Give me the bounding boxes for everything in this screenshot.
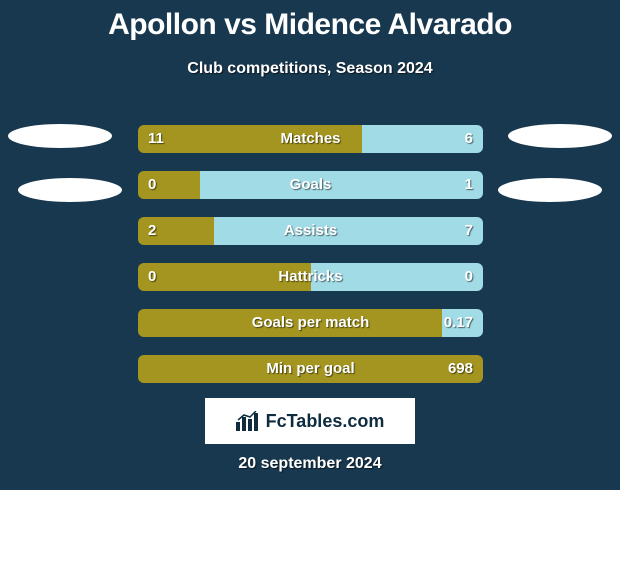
branding-text: FcTables.com: [266, 411, 385, 432]
player1-emblem-1: [8, 124, 112, 148]
stat-row: 2Assists7: [138, 217, 483, 245]
stat-label: Goals: [138, 171, 483, 199]
stat-value-right: 6: [465, 125, 473, 153]
stat-value-right: 698: [448, 355, 473, 383]
stat-label: Min per goal: [138, 355, 483, 383]
stat-label: Hattricks: [138, 263, 483, 291]
stat-value-right: 0: [465, 263, 473, 291]
comparison-card: Apollon vs Midence Alvarado Club competi…: [0, 0, 620, 490]
bars-logo-icon: [236, 411, 260, 431]
player1-emblem-2: [18, 178, 122, 202]
player2-emblem-2: [498, 178, 602, 202]
stat-value-right: 7: [465, 217, 473, 245]
page-title: Apollon vs Midence Alvarado: [0, 0, 620, 42]
player2-emblem-1: [508, 124, 612, 148]
stat-row: Min per goal698: [138, 355, 483, 383]
stat-label: Matches: [138, 125, 483, 153]
stat-row: 0Hattricks0: [138, 263, 483, 291]
date-label: 20 september 2024: [0, 455, 620, 473]
stat-value-right: 1: [465, 171, 473, 199]
bars-container: 11Matches60Goals12Assists70Hattricks0Goa…: [138, 125, 483, 401]
stat-row: Goals per match0.17: [138, 309, 483, 337]
stat-row: 0Goals1: [138, 171, 483, 199]
subtitle: Club competitions, Season 2024: [0, 60, 620, 78]
stat-row: 11Matches6: [138, 125, 483, 153]
branding-badge: FcTables.com: [205, 398, 415, 444]
stat-value-right: 0.17: [444, 309, 473, 337]
stat-label: Goals per match: [138, 309, 483, 337]
stat-label: Assists: [138, 217, 483, 245]
